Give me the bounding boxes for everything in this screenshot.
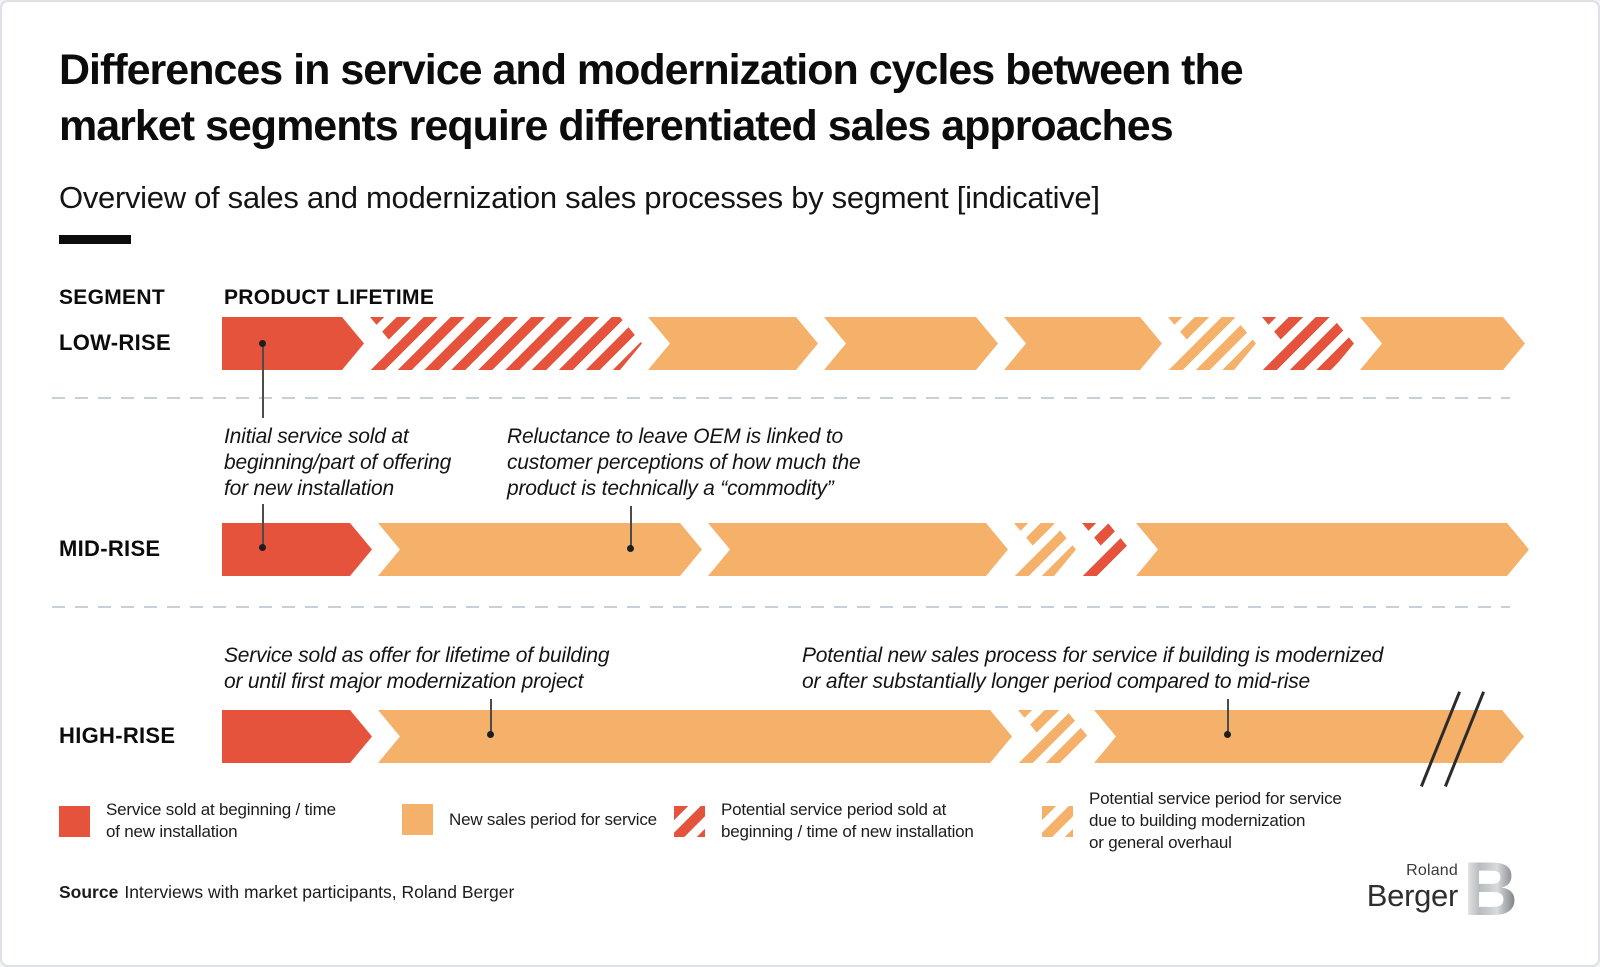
legend-swatch-potential-initial [674, 805, 705, 837]
annotation-pointer-line [490, 699, 492, 734]
row-label-mid-rise: MID-RISE [59, 536, 161, 561]
annotation-pointer-line [630, 506, 632, 548]
legend-item: Potential service period for service due… [1042, 788, 1342, 854]
segment-service-sold [222, 710, 372, 763]
segment-new-sales [1004, 317, 1162, 370]
segment-new-sales [378, 710, 1012, 763]
legend-label: Service sold at beginning / time of new … [106, 800, 336, 841]
legend-label: Potential service period sold at beginni… [721, 800, 974, 841]
source-text: Interviews with market participants, Rol… [124, 882, 515, 902]
legend-label: New sales period for service [449, 809, 657, 829]
annotation-pointer-line [1227, 699, 1229, 734]
page-title: Differences in service and modernization… [59, 46, 1244, 150]
logo-berger: Berger [1366, 878, 1459, 913]
segment-column-header: SEGMENT [59, 286, 165, 309]
timeline-row-mid-rise [222, 523, 1529, 576]
legend-swatch-service-sold [59, 805, 90, 837]
source-note: Source Interviews with market participant… [59, 882, 514, 903]
row-label-low-rise: LOW-RISE [59, 330, 171, 355]
segment-new-sales [824, 317, 998, 370]
annotation-pointer-dot [259, 544, 266, 551]
segment-new-sales [378, 523, 702, 576]
segment-service-sold [222, 317, 364, 370]
lifetime-column-header: PRODUCT LIFETIME [224, 286, 435, 309]
legend-item: Service sold at beginning / time of new … [59, 799, 336, 843]
annotation-oem-reluctance: Reluctance to leave OEM is linked to cus… [507, 425, 861, 500]
annotation-pointer-dot [259, 340, 266, 347]
timeline-row-high-rise [222, 710, 1524, 763]
segment-new-sales [1136, 523, 1529, 576]
annotation-potential-new-sales: Potential new sales process for service … [802, 644, 1384, 693]
annotation-pointer-dot [627, 545, 634, 552]
annotation-pointer-dot [487, 731, 494, 738]
legend-swatch-potential-modernization [1042, 805, 1073, 837]
page-subtitle: Overview of sales and modernization sale… [59, 180, 1100, 215]
annotation-pointer-line [262, 504, 264, 547]
legend-item: Potential service period sold at beginni… [674, 799, 974, 843]
annotation-pointer-line [262, 343, 264, 418]
row-separator [52, 606, 1510, 608]
annotation-lifetime-offer: Service sold as offer for lifetime of bu… [224, 644, 610, 693]
legend-label: Potential service period for service due… [1089, 789, 1342, 852]
segment-new-sales [708, 523, 1008, 576]
segment-potential-initial [1262, 317, 1354, 370]
logo-wordmark: Roland Berger [1366, 862, 1459, 914]
timeline-row-low-rise [222, 317, 1525, 370]
segment-potential-modernization [1018, 710, 1088, 763]
annotation-initial-service: Initial service sold at beginning/part o… [224, 425, 452, 500]
row-separator [52, 397, 1510, 399]
segment-new-sales [1360, 317, 1525, 370]
segment-potential-modernization [1168, 317, 1256, 370]
segment-new-sales [1094, 710, 1524, 763]
logo-b-mark: B [1468, 854, 1518, 922]
segment-potential-modernization [1014, 523, 1076, 576]
segment-new-sales [648, 317, 818, 370]
segment-potential-initial [370, 317, 642, 370]
legend-item: New sales period for service [402, 804, 657, 835]
legend-swatch-new-sales [402, 804, 433, 835]
title-rule [59, 235, 131, 244]
source-label: Source [59, 882, 119, 902]
roland-berger-logo: Roland Berger B [1367, 854, 1520, 922]
logo-b-glyph: B [1468, 854, 1518, 922]
segment-service-sold [222, 523, 372, 576]
logo-roland: Roland [1406, 862, 1458, 879]
annotation-pointer-dot [1224, 731, 1231, 738]
segment-potential-initial [1082, 523, 1130, 576]
row-label-high-rise: HIGH-RISE [59, 723, 176, 748]
